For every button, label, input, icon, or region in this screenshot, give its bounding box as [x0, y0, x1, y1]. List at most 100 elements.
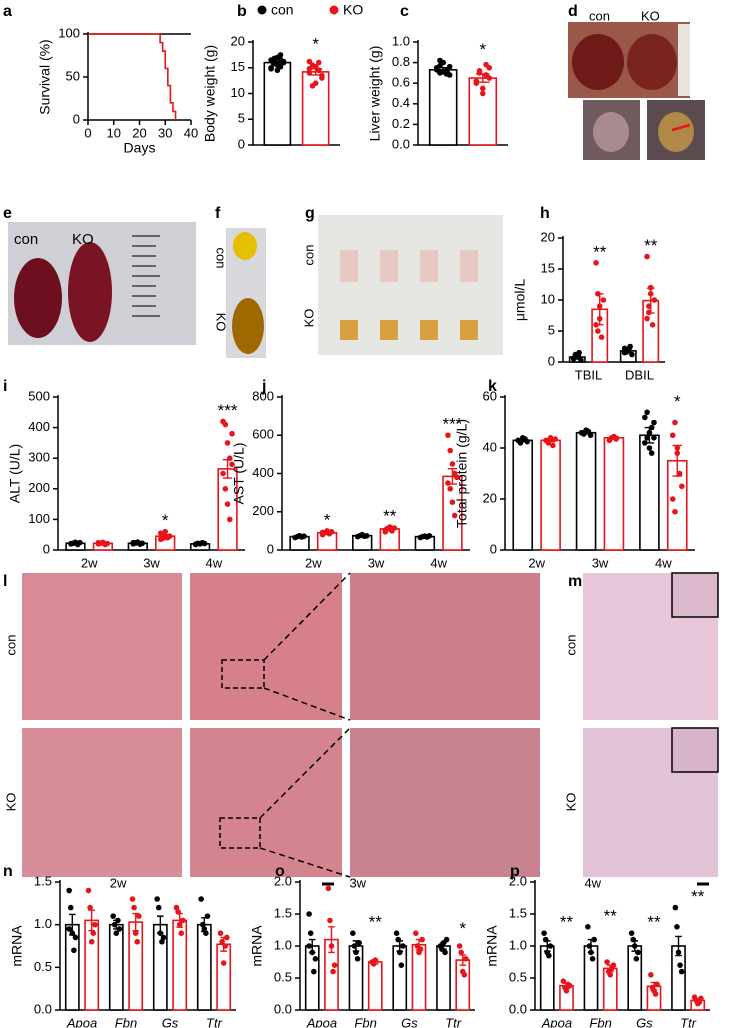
data-point [679, 483, 685, 490]
data-point [449, 461, 456, 467]
significance: ** [644, 236, 658, 255]
photo-label: KO [563, 793, 578, 812]
data-point [596, 303, 603, 310]
y-axis-label: ALT (U/L) [7, 444, 23, 503]
data-point [201, 540, 208, 547]
data-point [325, 885, 332, 892]
x-tick-label: Ttr [680, 1015, 697, 1028]
data-point [111, 921, 118, 928]
significance: *** [443, 415, 463, 434]
data-point [413, 930, 419, 936]
data-point [651, 419, 657, 426]
x-tick-label: 30 [158, 125, 172, 140]
x-tick-label: 2w [305, 555, 322, 570]
y-tick-label: 20 [483, 490, 497, 505]
y-tick-label: 20 [231, 33, 245, 48]
x-axis-label: Days [124, 140, 156, 156]
data-point [309, 82, 316, 89]
data-point [173, 904, 180, 911]
y-tick-label: 100 [28, 511, 50, 526]
data-point [306, 65, 313, 72]
data-point [437, 62, 443, 69]
data-point [220, 470, 226, 477]
data-point [542, 936, 549, 943]
data-point [132, 930, 139, 936]
data-point [646, 303, 652, 310]
data-point [610, 962, 617, 968]
y-tick-label: 1.0 [34, 916, 52, 931]
subtitle: 3w [349, 875, 366, 890]
data-point [631, 943, 638, 949]
data-point [226, 516, 233, 523]
bar [304, 945, 320, 1011]
data-point [646, 429, 653, 436]
data-point [476, 68, 483, 74]
data-point [229, 430, 235, 437]
data-point [566, 982, 573, 989]
data-point [229, 461, 235, 468]
data-point [88, 938, 95, 945]
panel-letter: c [400, 3, 409, 20]
data-point [192, 541, 199, 547]
data-point [199, 921, 206, 928]
data-point [596, 315, 603, 322]
x-tick-label: Gs [401, 1015, 418, 1028]
photo-d [568, 22, 705, 160]
data-point [633, 956, 640, 962]
subtitle: 4w [584, 875, 601, 890]
data-point [646, 309, 652, 316]
panel-letter: h [540, 205, 550, 222]
data-point [328, 943, 335, 949]
data-point [268, 64, 274, 71]
legend-label: KO [343, 2, 363, 18]
data-point [72, 934, 79, 941]
data-point [678, 968, 685, 975]
data-point [672, 508, 678, 515]
data-point [66, 887, 72, 894]
data-point [354, 956, 361, 962]
data-point [396, 949, 403, 956]
data-point [445, 432, 451, 439]
bar [348, 945, 364, 1011]
data-point [560, 978, 567, 984]
data-point [271, 58, 278, 64]
y-tick-label: 0.4 [392, 95, 410, 110]
y-axis-label: mRNA [484, 925, 500, 967]
data-point [277, 52, 284, 58]
bar [216, 943, 232, 1011]
data-point [315, 59, 322, 66]
data-point [71, 947, 77, 954]
x-tick-label: Fbn [354, 1015, 376, 1028]
y-axis-label: Liver weight (g) [367, 46, 383, 142]
x-tick-label: Fbn [589, 1015, 611, 1028]
panel-letter: e [3, 205, 12, 222]
data-point [166, 533, 173, 540]
y-tick-label: 10 [541, 291, 555, 306]
data-point [226, 455, 233, 462]
photo-f [226, 228, 266, 358]
data-point [311, 968, 317, 975]
data-point [204, 913, 211, 919]
data-point [463, 956, 469, 962]
data-point [160, 535, 166, 542]
photo-e [8, 222, 196, 345]
data-point [391, 525, 398, 531]
panel-letter: p [510, 863, 520, 880]
data-point [552, 436, 558, 442]
y-tick-label: 100 [58, 25, 80, 40]
data-point [315, 67, 322, 74]
x-tick-label: 4w [655, 555, 672, 570]
data-point [627, 343, 633, 350]
data-point [454, 474, 460, 481]
significance: * [312, 34, 319, 53]
data-point [545, 440, 552, 446]
data-point [175, 909, 181, 915]
y-tick-label: 0.6 [392, 75, 410, 90]
data-point [306, 911, 312, 917]
data-point [437, 57, 443, 64]
data-point [312, 63, 319, 70]
data-point [593, 322, 599, 328]
photo-label: con [3, 635, 18, 656]
data-point [131, 904, 137, 911]
data-point [203, 930, 209, 936]
